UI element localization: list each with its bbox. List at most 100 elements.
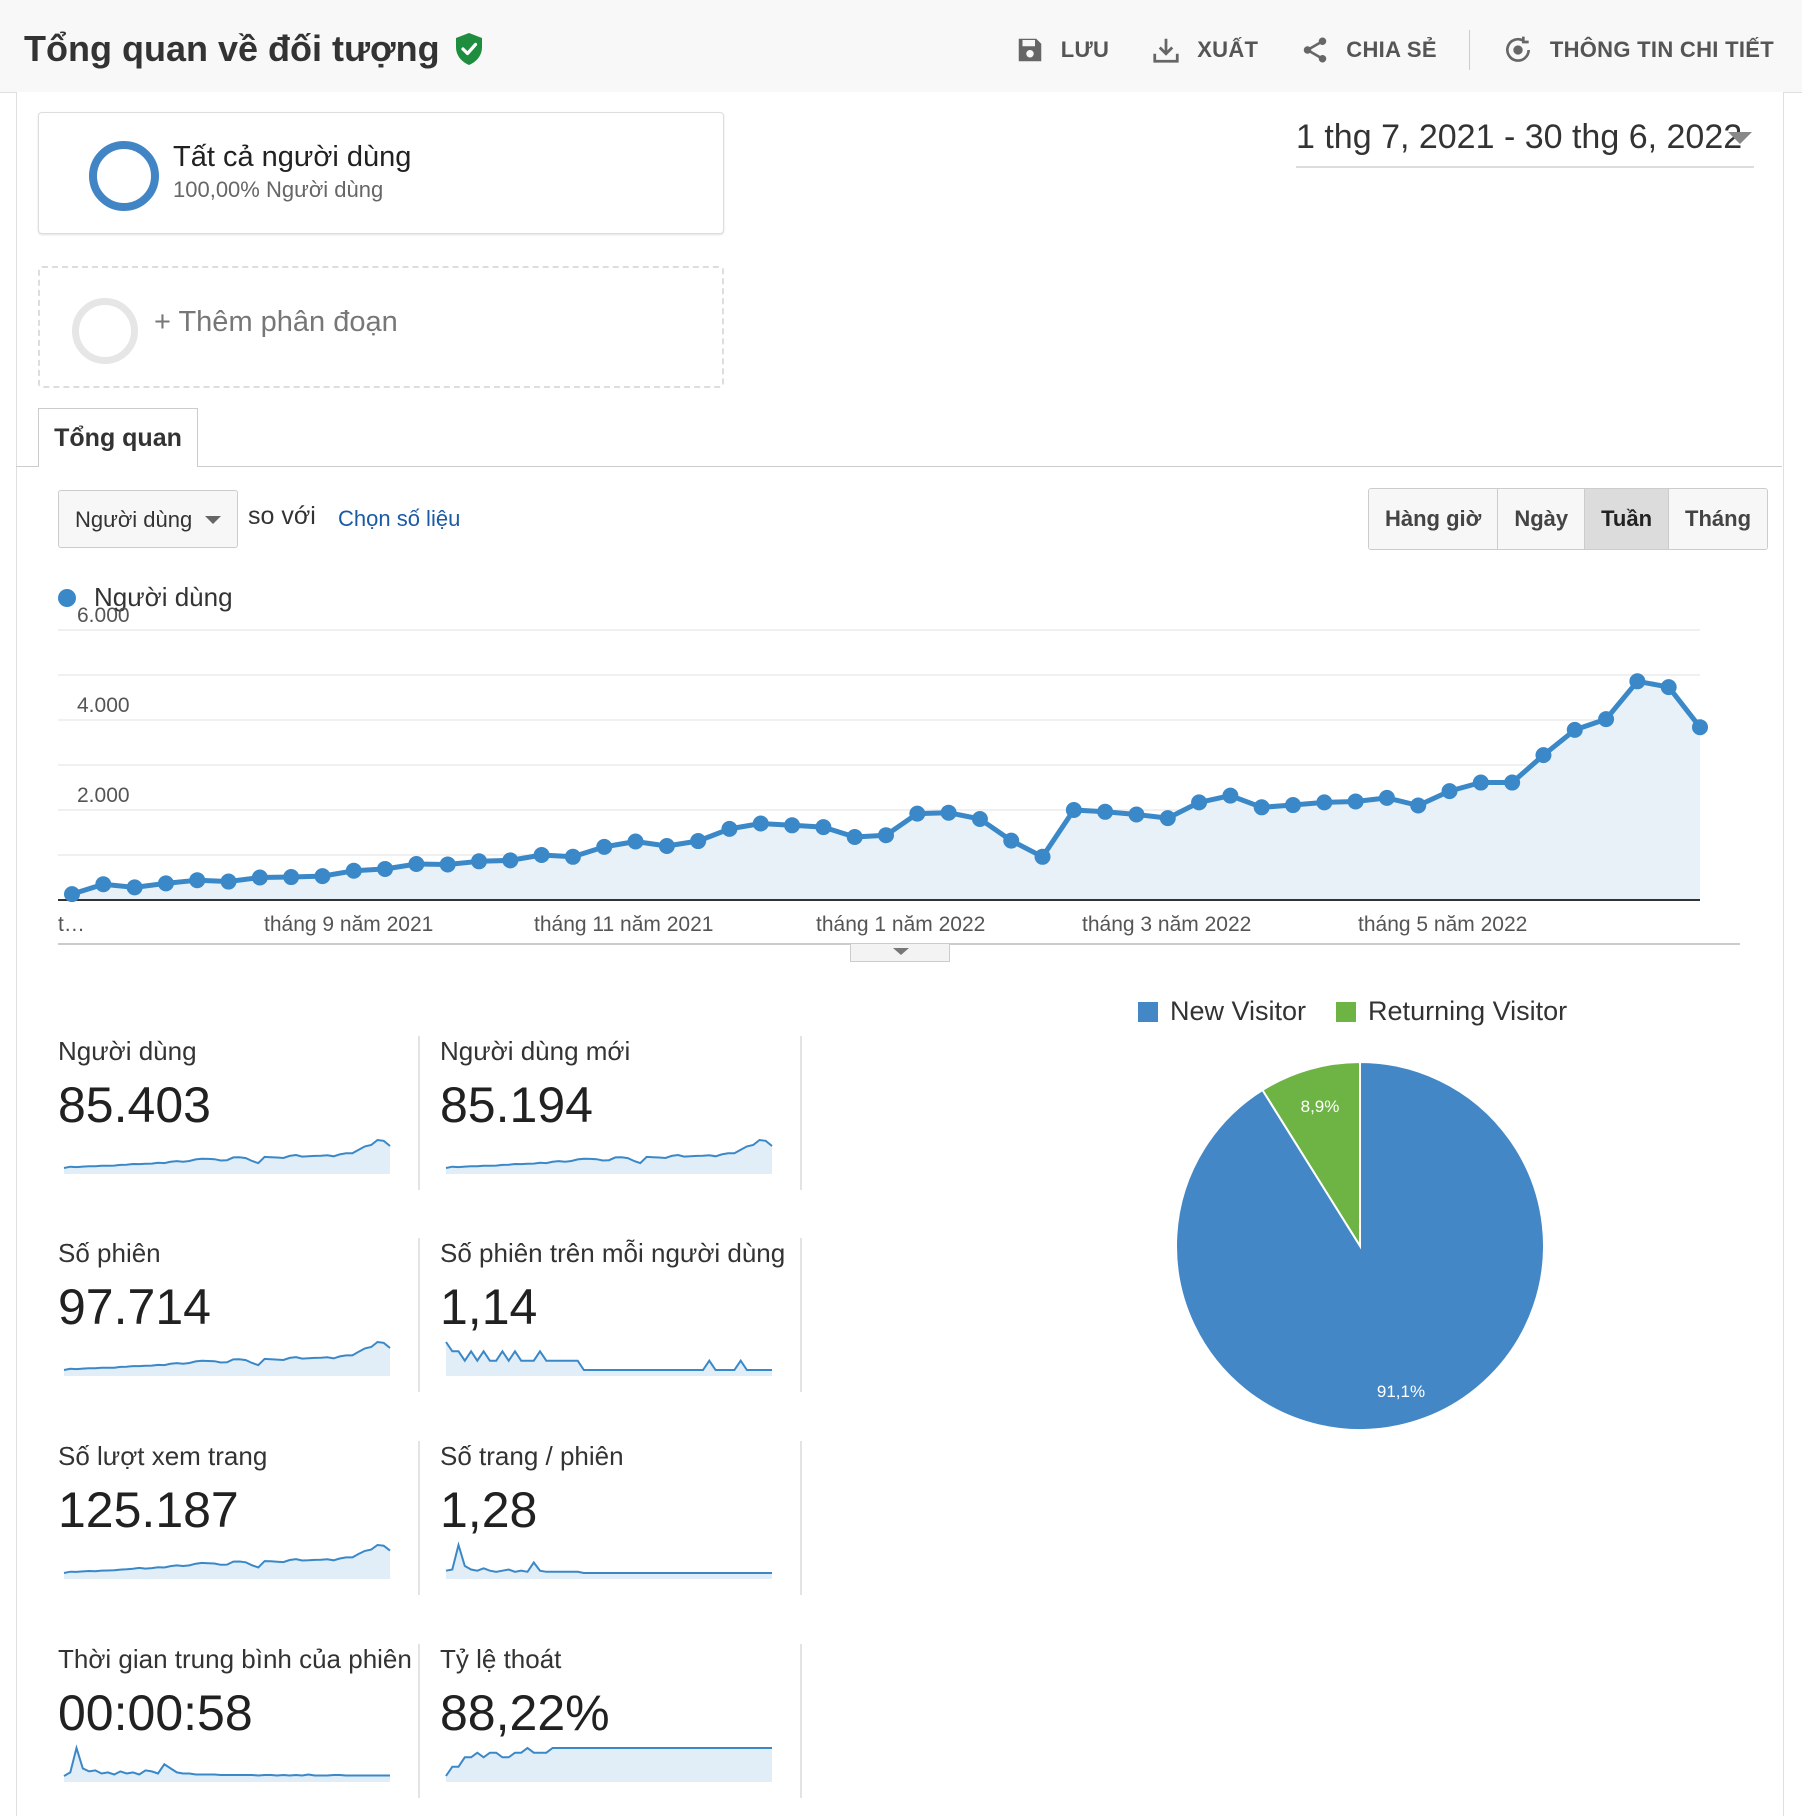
data-point [220, 873, 237, 890]
segment-ring-icon [89, 141, 159, 211]
granularity-day-button[interactable]: Ngày [1498, 489, 1586, 549]
metric-value: 97.714 [58, 1279, 211, 1335]
metric-label: Người dùng [58, 1036, 197, 1066]
add-segment-button[interactable]: + Thêm phân đoạn [38, 266, 724, 388]
data-point [95, 876, 112, 893]
pie-label-new: 91,1% [1377, 1382, 1425, 1401]
x-tick-label: tháng 3 năm 2022 [1082, 913, 1251, 936]
data-point [1222, 787, 1239, 804]
x-tick-label: tháng 11 năm 2021 [534, 913, 713, 936]
legend-swatch-returning [1336, 1001, 1357, 1022]
tile-divider [800, 1036, 802, 1190]
metric-tile[interactable]: Thời gian trung bình của phiên 00:00:58 [58, 1644, 438, 1804]
data-point [658, 838, 675, 854]
data-point [157, 875, 174, 892]
verified-shield-icon [455, 33, 482, 65]
chart-legend: Người dùng [58, 582, 233, 613]
sparkline-line [63, 1543, 391, 1574]
granularity-hour-button[interactable]: Hàng giờ [1369, 489, 1499, 549]
tile-divider [800, 1238, 802, 1392]
data-point [1316, 794, 1333, 811]
sparkline [63, 1138, 391, 1174]
sparkline-area [64, 1342, 390, 1376]
tile-divider [800, 1441, 802, 1595]
chart-expand-toggle[interactable] [850, 944, 950, 962]
metric-label: Thời gian trung bình của phiên [58, 1644, 412, 1674]
metric-value: 88,22% [440, 1685, 610, 1741]
date-range-picker[interactable]: 1 thg 7, 2021 - 30 thg 6, 2022 [1296, 114, 1754, 168]
legend-dot [58, 588, 76, 607]
metric-tile[interactable]: Số phiên 97.714 [58, 1238, 438, 1398]
data-point [1034, 848, 1051, 865]
sparkline-line [445, 1138, 773, 1169]
save-button[interactable]: LƯU [1015, 35, 1109, 65]
share-button[interactable]: CHIA SẺ [1300, 35, 1437, 65]
visitor-pie-chart: 8,9% 91,1% [1175, 1060, 1545, 1431]
metric-label: Số lượt xem trang [58, 1441, 268, 1471]
insights-button[interactable]: THÔNG TIN CHI TIẾT [1502, 34, 1774, 66]
metric-tile[interactable]: Số lượt xem trang 125.187 [58, 1441, 438, 1601]
choose-metric-link[interactable]: Chọn số liệu [338, 506, 461, 531]
metric-value: 00:00:58 [58, 1685, 253, 1741]
tile-divider [418, 1036, 420, 1190]
segment-percentage: 100,00% Người dùng [173, 177, 384, 202]
data-point [126, 879, 143, 896]
metric-tile[interactable]: Người dùng 85.403 [58, 1036, 438, 1196]
metric-value: 1,14 [440, 1279, 538, 1335]
segment-all-users[interactable]: Tất cả người dùng 100,00% Người dùng [38, 112, 724, 234]
sparkline [445, 1341, 772, 1376]
data-point [909, 805, 926, 822]
data-point [408, 856, 425, 872]
data-point [784, 817, 801, 834]
metric-tile[interactable]: Tỷ lệ thoát 88,22% [440, 1644, 820, 1804]
chevron-down-icon [893, 948, 909, 955]
pie-label-returning: 8,9% [1301, 1097, 1340, 1116]
data-point [314, 868, 331, 885]
metric-tile[interactable]: Người dùng mới 85.194 [440, 1036, 820, 1196]
data-point [690, 833, 707, 850]
sparkline-line [445, 1341, 772, 1371]
granularity-month-button[interactable]: Tháng [1669, 489, 1768, 549]
sparkline [63, 1340, 391, 1376]
metric-tile[interactable]: Số trang / phiên 1,28 [440, 1441, 820, 1601]
sparkline-line [63, 1340, 391, 1371]
export-button[interactable]: XUẤT [1151, 35, 1258, 65]
sparkline [63, 1744, 390, 1782]
insights-icon [1505, 36, 1530, 62]
tab-divider [16, 466, 1782, 467]
chevron-down-icon [205, 516, 221, 524]
data-point [971, 811, 988, 827]
metric-label: Tỷ lệ thoát [440, 1644, 562, 1674]
data-point [846, 829, 863, 845]
data-point [1535, 747, 1552, 764]
action-divider [1468, 30, 1470, 70]
data-point [533, 847, 550, 863]
page-header: Tổng quan về đối tượng LƯU XUẤT [0, 0, 1802, 93]
granularity-week-button[interactable]: Tuần [1585, 489, 1670, 549]
data-point [283, 869, 300, 886]
metric-value: 1,28 [440, 1482, 538, 1538]
legend-returning-visitor-label: Returning Visitor [1368, 996, 1568, 1026]
data-point [596, 838, 613, 855]
data-point [1003, 832, 1020, 849]
data-point [345, 862, 362, 879]
sparkline-area [446, 1342, 772, 1376]
sparkline-line [63, 1138, 391, 1169]
series-area [72, 681, 1700, 900]
y-tick-label: 6.000 [77, 604, 130, 627]
data-point [1097, 803, 1114, 820]
sparkline-line [63, 1744, 390, 1777]
metric-tile[interactable]: Số phiên trên mỗi người dùng 1,14 [440, 1238, 820, 1398]
data-point [1504, 774, 1521, 791]
data-point [1629, 673, 1646, 690]
data-point [1660, 679, 1677, 696]
metric-dropdown[interactable]: Người dùng [58, 490, 238, 548]
data-point [1378, 789, 1395, 806]
tile-divider [800, 1644, 802, 1798]
data-point [1472, 774, 1489, 791]
x-tick-label: t… [58, 913, 85, 936]
data-point [64, 886, 80, 903]
tab-overview[interactable]: Tổng quan [38, 408, 198, 467]
legend-returning-visitor: Returning Visitor [1336, 996, 1567, 1027]
data-point [878, 827, 894, 844]
